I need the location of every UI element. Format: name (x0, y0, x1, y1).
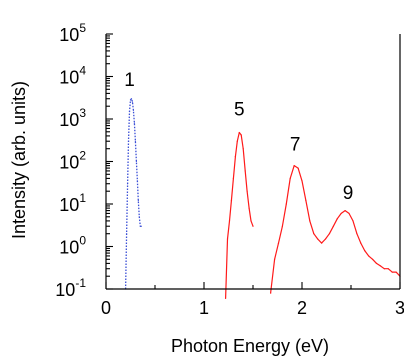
data-point (242, 148, 244, 150)
data-point (230, 200, 233, 202)
y-tick-label: 101 (59, 191, 86, 215)
data-point (379, 265, 381, 267)
data-point (281, 225, 283, 227)
data-point (240, 134, 242, 136)
data-point (132, 109, 135, 111)
x-tick-label: 1 (199, 298, 209, 318)
data-point (250, 220, 252, 222)
data-point (395, 271, 397, 273)
data-point (305, 200, 307, 202)
data-point (348, 212, 350, 215)
data-point (248, 207, 250, 209)
data-point (135, 160, 137, 163)
data-point (232, 177, 234, 180)
series-line-1 (124, 98, 142, 290)
data-point (129, 99, 132, 101)
data-point (133, 122, 136, 124)
series-layer (124, 98, 401, 300)
data-point (375, 262, 378, 265)
data-point (336, 218, 338, 220)
data-point (289, 177, 291, 180)
x-axis-title: Photon Energy (eV) (171, 336, 329, 356)
data-point (391, 271, 393, 273)
y-tick-label: 103 (59, 106, 86, 130)
data-point (130, 98, 133, 100)
y-tick-label: 102 (59, 149, 86, 173)
data-point (246, 190, 248, 192)
y-tick-label: 104 (59, 64, 86, 88)
data-point (236, 140, 238, 142)
data-point (136, 180, 138, 182)
data-point (324, 238, 327, 240)
data-point (309, 220, 311, 222)
series-line-2 (225, 131, 254, 299)
data-point (244, 170, 246, 172)
series-line-3 (270, 165, 401, 294)
data-point (352, 220, 354, 222)
axis-layer: 0 1 2 3 10-1 100 101 102 103 104 105 (55, 21, 404, 318)
data-point (313, 233, 315, 235)
data-point (234, 156, 236, 158)
data-point (137, 200, 139, 202)
data-point (364, 250, 366, 252)
data-point (360, 242, 362, 244)
data-point (140, 225, 142, 227)
data-point (139, 225, 141, 227)
data-point (127, 140, 130, 142)
y-tick-label: 105 (59, 21, 86, 45)
data-point (297, 167, 299, 169)
data-point (131, 101, 134, 103)
data-point (340, 212, 342, 215)
data-point (134, 140, 136, 142)
data-point (224, 297, 227, 300)
data-point (252, 225, 254, 227)
y-tick-label: 100 (59, 234, 86, 258)
data-point (332, 225, 334, 227)
data-point (317, 238, 319, 240)
x-tick-label: 3 (395, 298, 404, 318)
peak-label: 9 (343, 183, 354, 204)
data-point (126, 183, 129, 185)
peak-label: 7 (290, 135, 301, 156)
data-point (368, 255, 370, 257)
data-point (138, 216, 140, 218)
data-point (356, 233, 358, 235)
peak-label: 1 (124, 70, 135, 91)
data-point (371, 258, 374, 260)
data-point (270, 292, 272, 294)
peak-label: 5 (234, 100, 245, 121)
x-tick-label: 2 (297, 298, 307, 318)
data-point (125, 233, 128, 235)
data-point (344, 209, 346, 212)
y-tick-label: 10-1 (55, 276, 86, 300)
x-tick-label: 0 (101, 298, 111, 318)
data-point (321, 242, 323, 244)
data-point (328, 233, 331, 235)
data-point (128, 110, 131, 113)
data-point (301, 180, 303, 182)
data-point (228, 220, 231, 222)
y-axis-title: Intensity (arb. units) (9, 81, 29, 239)
data-point (285, 203, 287, 205)
data-point (238, 131, 240, 134)
data-point (226, 238, 229, 240)
data-point (383, 268, 385, 270)
data-point (273, 258, 276, 260)
data-point (387, 268, 389, 270)
data-point (277, 242, 280, 244)
data-point (293, 165, 295, 167)
